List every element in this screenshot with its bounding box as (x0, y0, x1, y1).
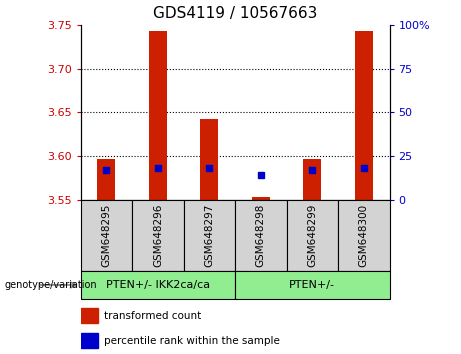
Bar (303, 159, 321, 200)
Bar (81, 271, 235, 299)
Bar (201, 119, 219, 200)
Bar (235, 271, 390, 299)
Text: GSM648298: GSM648298 (256, 204, 266, 267)
Bar (235, 200, 287, 271)
Text: transformed count: transformed count (104, 311, 201, 321)
Text: GSM648300: GSM648300 (359, 204, 369, 267)
Bar (252, 198, 270, 200)
Text: genotype/variation: genotype/variation (5, 280, 97, 290)
Text: GSM648299: GSM648299 (307, 204, 317, 267)
Bar (81, 200, 132, 271)
Bar (81, 333, 98, 348)
Text: PTEN+/-: PTEN+/- (290, 280, 335, 290)
Bar (81, 308, 98, 323)
Bar (183, 200, 235, 271)
Bar (338, 200, 390, 271)
Text: PTEN+/- IKK2ca/ca: PTEN+/- IKK2ca/ca (106, 280, 210, 290)
Bar (97, 159, 115, 200)
Bar (355, 31, 373, 200)
Bar (287, 200, 338, 271)
Text: GSM648297: GSM648297 (204, 204, 214, 267)
Bar (149, 31, 167, 200)
Text: percentile rank within the sample: percentile rank within the sample (104, 336, 280, 346)
Text: GSM648296: GSM648296 (153, 204, 163, 267)
Bar (132, 200, 183, 271)
Text: GSM648295: GSM648295 (101, 204, 112, 267)
Title: GDS4119 / 10567663: GDS4119 / 10567663 (153, 6, 317, 21)
